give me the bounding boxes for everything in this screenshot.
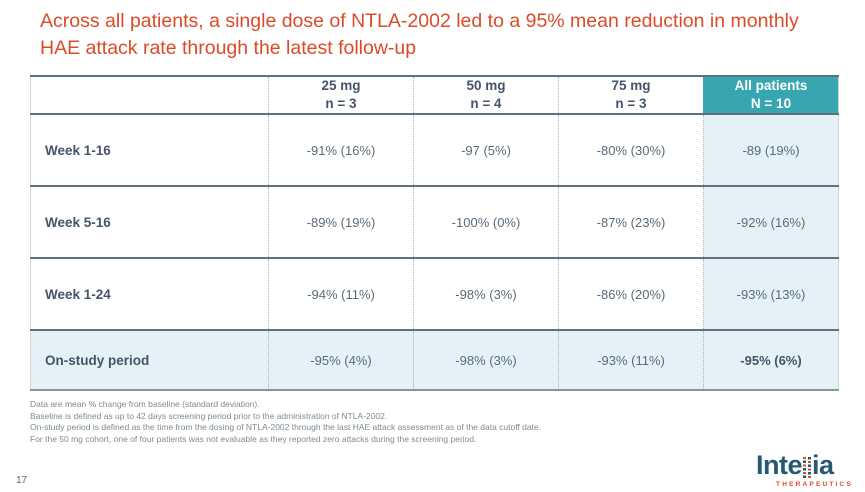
slide-title: Across all patients, a single dose of NT…	[40, 10, 799, 60]
header-75mg: 75 mg n = 3	[558, 76, 704, 115]
cell-value: -93% (11%)	[558, 330, 704, 390]
results-table-container: 25 mg n = 3 50 mg n = 4 75 mg n = 3 All …	[30, 75, 839, 391]
header-n-label: n = 3	[325, 96, 357, 111]
row-label: Week 5-16	[30, 186, 269, 259]
dna-bands-icon	[803, 457, 812, 478]
row-label: On-study period	[30, 330, 269, 390]
cell-value: -93% (13%)	[703, 258, 839, 331]
header-dose-label: 75 mg	[611, 78, 651, 94]
header-n-label: N = 10	[750, 96, 792, 111]
table-row-on-study-period: On-study period -95% (4%) -98% (3%) -93%…	[30, 330, 839, 390]
logo-text-prefix: Inte	[756, 450, 803, 480]
header-25mg: 25 mg n = 3	[268, 76, 414, 115]
header-empty-cell	[30, 76, 269, 115]
logo-text-suffix: ia	[812, 450, 834, 480]
cell-value: -87% (23%)	[558, 186, 704, 259]
page-number: 17	[16, 475, 28, 486]
header-all-patients: All patients N = 10	[703, 76, 839, 115]
header-dose-label: All patients	[734, 78, 808, 94]
footnotes: Data are mean % change from baseline (st…	[30, 399, 541, 445]
cell-value: -80% (30%)	[558, 114, 704, 187]
row-label: Week 1-16	[30, 114, 269, 187]
footnote-line: Data are mean % change from baseline (st…	[30, 399, 260, 409]
footnote-line: On-study period is defined as the time f…	[30, 422, 542, 432]
cell-value: -100% (0%)	[413, 186, 559, 259]
cell-value: -92% (16%)	[703, 186, 839, 259]
table-row-week-1-24: Week 1-24 -94% (11%) -98% (3%) -86% (20%…	[30, 258, 839, 331]
cell-value: -91% (16%)	[268, 114, 414, 187]
header-row: 25 mg n = 3 50 mg n = 4 75 mg n = 3 All …	[30, 76, 839, 115]
header-50mg: 50 mg n = 4	[413, 76, 559, 115]
table-row-week-1-16: Week 1-16 -91% (16%) -97 (5%) -80% (30%)…	[30, 114, 839, 187]
cell-value: -86% (20%)	[558, 258, 704, 331]
footnote-line: For the 50 mg cohort, one of four patien…	[30, 433, 477, 444]
header-n-label: n = 4	[470, 96, 502, 111]
intellia-logo: Inte ia THERAPEUTICS	[756, 452, 853, 489]
cell-value: -89 (19%)	[703, 114, 839, 187]
cell-value: -89% (19%)	[268, 186, 414, 259]
cell-value: -95% (4%)	[268, 330, 414, 390]
cell-value-all-patients-onstudy: -95% (6%)	[703, 330, 839, 390]
logo-subtext: THERAPEUTICS	[776, 481, 853, 488]
cell-value: -94% (11%)	[268, 258, 414, 331]
cell-value: -97 (5%)	[413, 114, 559, 187]
table-row-week-5-16: Week 5-16 -89% (19%) -100% (0%) -87% (23…	[30, 186, 839, 259]
row-label: Week 1-24	[30, 258, 269, 331]
cell-value: -98% (3%)	[413, 330, 559, 390]
results-table: 25 mg n = 3 50 mg n = 4 75 mg n = 3 All …	[30, 75, 839, 391]
header-dose-label: 25 mg	[321, 78, 361, 94]
intellia-wordmark: Inte ia	[756, 452, 853, 479]
header-dose-label: 50 mg	[466, 78, 506, 94]
header-n-label: n = 3	[615, 96, 647, 111]
cell-value: -98% (3%)	[413, 258, 559, 331]
footnote-line: Baseline is defined as up to 42 days scr…	[30, 410, 388, 421]
